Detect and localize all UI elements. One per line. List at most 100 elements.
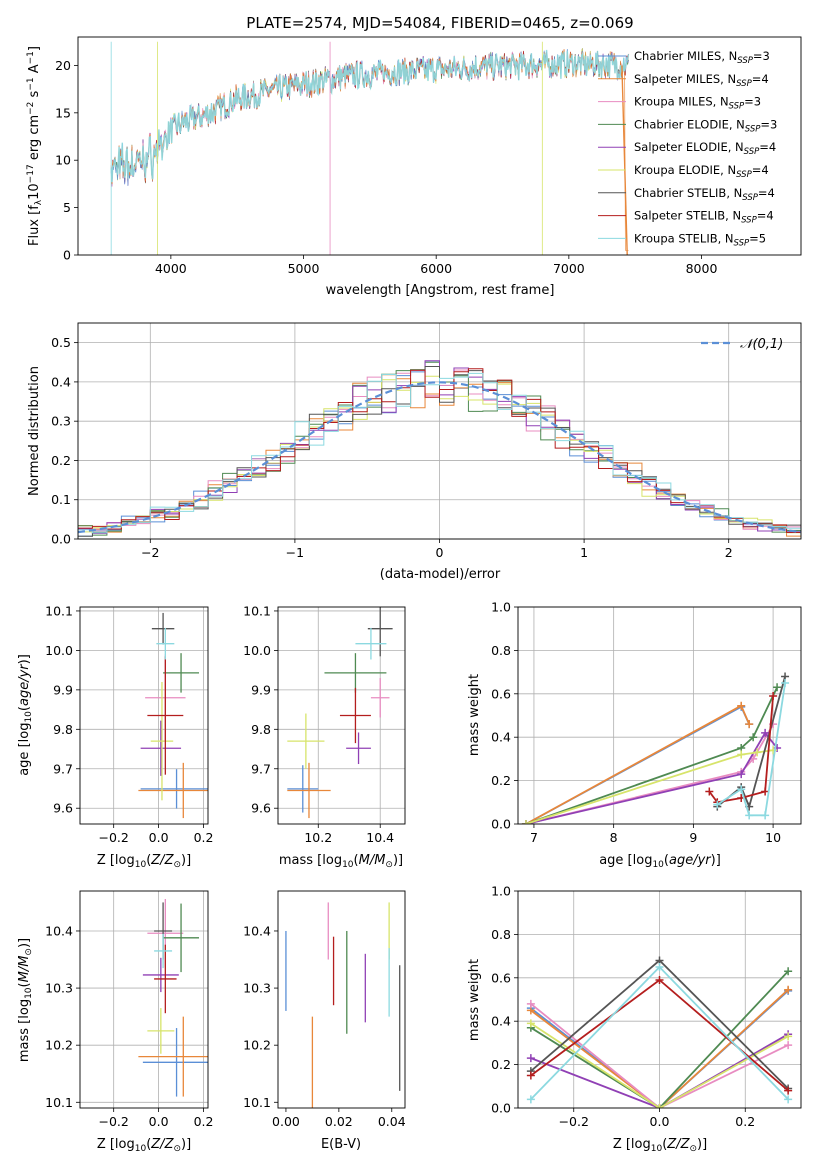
y-tick-label: 10.1 bbox=[243, 603, 271, 618]
weight-series-4 bbox=[530, 1033, 789, 1108]
label-part: )] bbox=[181, 1137, 191, 1152]
weight-marker bbox=[737, 785, 746, 794]
weight-marker bbox=[526, 1071, 535, 1080]
y-axis-label: mass [log10(M/M⊙)] bbox=[17, 938, 34, 1062]
label-part: )] bbox=[17, 938, 32, 948]
y-tick-label: 1.0 bbox=[491, 600, 511, 615]
x-tick-label: −0.2 bbox=[559, 1114, 589, 1129]
y-tick-label: 15 bbox=[55, 105, 71, 120]
y-tick-label: 10 bbox=[55, 153, 71, 168]
y-tick-label: 0.3 bbox=[51, 414, 71, 429]
label-part: ⊙ bbox=[173, 1144, 181, 1154]
legend-subscript: SSP bbox=[736, 170, 752, 180]
label-part: 10 bbox=[27, 183, 42, 200]
weight-marker bbox=[521, 820, 530, 824]
axes-frame bbox=[79, 890, 209, 1109]
axes-frame bbox=[277, 606, 406, 825]
weight-marker bbox=[745, 720, 754, 729]
legend-subscript: SSP bbox=[729, 102, 745, 112]
legend-model: Chabrier MILES, N bbox=[634, 49, 737, 63]
x-tick-label: 0.2 bbox=[194, 1114, 214, 1129]
legend-entry: Kroupa MILES, NSSP=3 bbox=[634, 95, 761, 112]
frame: −2 −1 0 1 2 0.0 0.1 0.2 0.3 0.4 0.5 (data-model)/er… bbox=[27, 322, 802, 582]
weight-marker bbox=[761, 728, 770, 737]
y-tick-label: 0.2 bbox=[491, 773, 511, 788]
frame: −0.2 0.0 0.2 0.0 0.2 0.4 0.6 0.8 1.0 Z [log10(Z/Z… bbox=[467, 884, 802, 1154]
panel-mass-vs-EBV: 0.00 0.02 0.04 10.1 10.2 10.3 10.4 E(B-V) bbox=[243, 890, 406, 1152]
legend-entry: Salpeter STELIB, NSSP=4 bbox=[634, 209, 774, 226]
label-part: ⊙ bbox=[689, 1144, 697, 1154]
label-part: Z [log bbox=[97, 853, 135, 868]
panel-spectrum: 4000 5000 6000 7000 8000 0 5 10 15 20 wavelength [… bbox=[26, 36, 802, 298]
weight-marker bbox=[784, 1041, 793, 1050]
x-tick-label: 10 bbox=[765, 830, 781, 845]
weight-marker bbox=[784, 985, 793, 994]
panel-age-vs-Z: −0.2 0.0 0.29.69.79.89.910.010.1Z [log10(Z… bbox=[17, 603, 214, 870]
legend-count: =3 bbox=[753, 49, 770, 63]
legend-subscript: SSP bbox=[744, 147, 760, 157]
y-tick-label: 9.6 bbox=[53, 801, 73, 816]
legend-model: Kroupa STELIB, N bbox=[634, 231, 734, 245]
y-tick-label: 0.0 bbox=[51, 532, 71, 547]
weight-marker bbox=[769, 691, 778, 700]
red-edge bbox=[621, 65, 628, 255]
legend-model: Kroupa ELODIE, N bbox=[634, 163, 736, 177]
x-tick-label: 7000 bbox=[553, 261, 585, 276]
y-tick-label: 10.3 bbox=[243, 981, 271, 996]
y-tick-label: 9.8 bbox=[251, 722, 271, 737]
legend-count: =4 bbox=[752, 163, 769, 177]
axes-frame bbox=[277, 890, 406, 1109]
weight-marker bbox=[749, 733, 758, 742]
y-tick-label: 1.0 bbox=[491, 884, 511, 899]
weight-marker bbox=[655, 962, 664, 971]
x-tick-label: 0.0 bbox=[149, 830, 169, 845]
weight-marker bbox=[526, 999, 535, 1008]
spectrum-series-8 bbox=[110, 49, 630, 183]
weight-marker bbox=[526, 1054, 535, 1063]
y-tick-label: 5 bbox=[63, 200, 71, 215]
x-tick-label: 0.04 bbox=[378, 1114, 406, 1129]
y-tick-label: 20 bbox=[55, 58, 71, 73]
y-axis-label: Normed distribution bbox=[27, 366, 42, 496]
label-part: )] bbox=[181, 853, 191, 868]
weight-marker bbox=[784, 1086, 793, 1095]
weight-marker bbox=[761, 787, 770, 796]
y-tick-label: 0.8 bbox=[491, 927, 511, 942]
label-part: age/yr bbox=[17, 663, 32, 706]
legend-entry: Kroupa ELODIE, NSSP=4 bbox=[634, 163, 769, 180]
x-tick-label: 0 bbox=[436, 545, 444, 560]
plot-area bbox=[287, 607, 393, 819]
label-part: 10 bbox=[652, 860, 664, 870]
legend-subscript: SSP bbox=[741, 216, 757, 226]
weight-marker bbox=[737, 701, 746, 710]
label-part: ⊙ bbox=[173, 860, 181, 870]
y-tick-label: 10.4 bbox=[243, 923, 271, 938]
label-part: )] bbox=[711, 853, 721, 868]
label-part: −17 bbox=[26, 164, 36, 183]
weight-marker bbox=[737, 750, 746, 759]
legend-entry: Chabrier ELODIE, NSSP=3 bbox=[634, 117, 777, 134]
panel-age-vs-mass: 10.2 10.4 9.6 9.7 9.8 9.9 10.0 10.1 mass [log10(… bbox=[243, 603, 406, 870]
x-axis-label: Z [log10(Z/Z⊙)] bbox=[97, 853, 191, 870]
panel-mass-vs-Z: −0.2 0.0 0.210.110.210.310.4Z [log10(Z/Z⊙)… bbox=[17, 890, 214, 1154]
weight-series-5 bbox=[525, 749, 774, 824]
label-part: 10 bbox=[651, 1144, 663, 1154]
weight-series-2 bbox=[525, 723, 774, 824]
x-tick-label: 8 bbox=[610, 830, 618, 845]
weight-marker bbox=[784, 1032, 793, 1041]
label-part: −2 bbox=[26, 102, 36, 115]
axes-frame bbox=[77, 36, 802, 256]
x-tick-label: 10.2 bbox=[304, 830, 332, 845]
x-tick-label: 0.2 bbox=[194, 830, 214, 845]
label-part: ⊙ bbox=[385, 860, 393, 870]
x-tick-label: 1 bbox=[580, 545, 588, 560]
weight-marker bbox=[526, 1019, 535, 1028]
label-part: Z/Z bbox=[150, 1137, 174, 1152]
plot-area bbox=[138, 898, 208, 1097]
x-axis-label: E(B-V) bbox=[321, 1137, 361, 1152]
x-tick-label: −1 bbox=[286, 545, 304, 560]
label-part: ( bbox=[662, 1137, 667, 1152]
weight-marker bbox=[753, 748, 762, 757]
legend-entry: Kroupa STELIB, NSSP=5 bbox=[634, 231, 766, 248]
